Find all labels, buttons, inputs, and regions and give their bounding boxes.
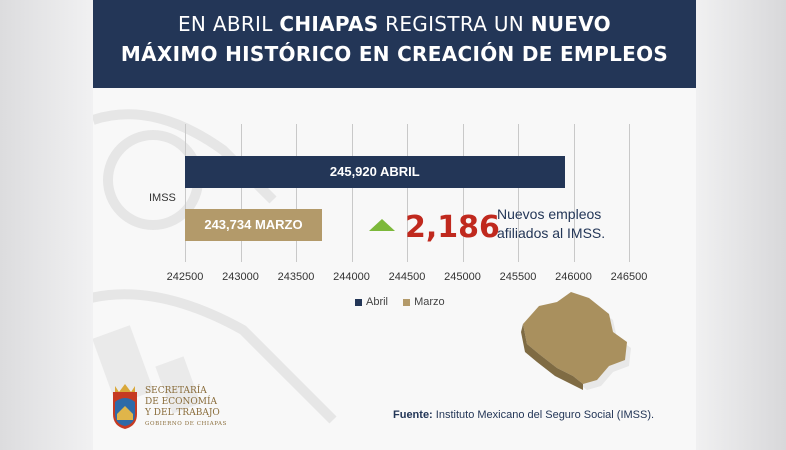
gridline (351, 124, 353, 262)
x-tick-label: 245000 (444, 271, 481, 283)
increase-arrow-icon (369, 219, 395, 231)
gridline (629, 124, 630, 262)
chart-legend: Abril Marzo (355, 296, 457, 308)
legend-item-marzo: Marzo (403, 296, 445, 308)
gridline (185, 124, 186, 262)
government-label: GOBIERNO DE CHIAPAS (145, 421, 228, 427)
source-note: Fuente: Instituto Mexicano del Seguro So… (393, 409, 654, 421)
title-line-1: EN ABRIL CHIAPAS REGISTRA UN NUEVO (93, 12, 696, 36)
coat-of-arms-icon (113, 384, 137, 429)
gridline (240, 124, 242, 262)
title-banner: EN ABRIL CHIAPAS REGISTRA UN NUEVO MÁXIM… (93, 0, 696, 88)
x-tick-label: 243000 (222, 271, 259, 283)
gridline (296, 124, 297, 262)
title-part-bold: CHIAPAS (279, 12, 379, 36)
x-tick-label: 243500 (277, 271, 315, 283)
bar-marzo (185, 209, 322, 241)
delta-value: 2,186 (405, 210, 500, 245)
chiapas-map-icon (521, 292, 631, 390)
left-backdrop (0, 0, 93, 450)
legend-swatch (355, 298, 362, 306)
gridline (462, 124, 464, 262)
delta-description: Nuevos empleos afiliados al IMSS. (497, 205, 605, 243)
title-part: REGISTRA UN (378, 12, 531, 36)
ministry-name: SECRETARÍA DE ECONOMÍA Y DEL TRABAJO GOB… (145, 386, 227, 430)
category-label: IMSS (149, 192, 176, 204)
delta-description-line: Nuevos empleos (497, 206, 602, 222)
delta-description-line: afiliados al IMSS. (497, 225, 606, 241)
source-text: Instituto Mexicano del Seguro Social (IM… (432, 409, 655, 421)
ministry-name-line: DE ECONOMÍA (145, 397, 218, 407)
legend-label: Abril (366, 296, 389, 309)
ministry-name-line: SECRETARÍA (145, 386, 207, 396)
title-line-2: MÁXIMO HISTÓRICO EN CREACIÓN DE EMPLEOS (120, 42, 669, 66)
background-emblem-watermark (93, 88, 696, 450)
legend-item-abril: Abril (355, 296, 388, 308)
x-tick-label: 244500 (388, 271, 426, 283)
x-tick-label: 244000 (333, 271, 370, 283)
right-backdrop (693, 0, 786, 450)
gridline (573, 124, 575, 262)
title-part-bold: NUEVO (530, 12, 611, 36)
legend-label: Marzo (414, 296, 445, 309)
gridline (407, 124, 408, 262)
gridline (518, 124, 519, 262)
source-label: Fuente: (393, 409, 433, 421)
bar-data-label: 243,734 MARZO (204, 217, 303, 232)
x-tick-label: 242500 (166, 271, 204, 283)
legend-swatch (403, 298, 411, 306)
ministry-name-line: Y DEL TRABAJO (145, 408, 220, 418)
x-tick-label: 246500 (610, 271, 648, 283)
infographic-card: EN ABRIL CHIAPAS REGISTRA UN NUEVO MÁXIM… (93, 0, 696, 450)
title-part: EN ABRIL (178, 12, 280, 36)
coat-of-arms-logo (109, 384, 141, 435)
x-tick-label: 246000 (555, 271, 592, 283)
x-tick-label: 245500 (499, 271, 537, 283)
bar-abril (185, 156, 565, 188)
bar-data-label: 245,920 ABRIL (329, 164, 420, 179)
